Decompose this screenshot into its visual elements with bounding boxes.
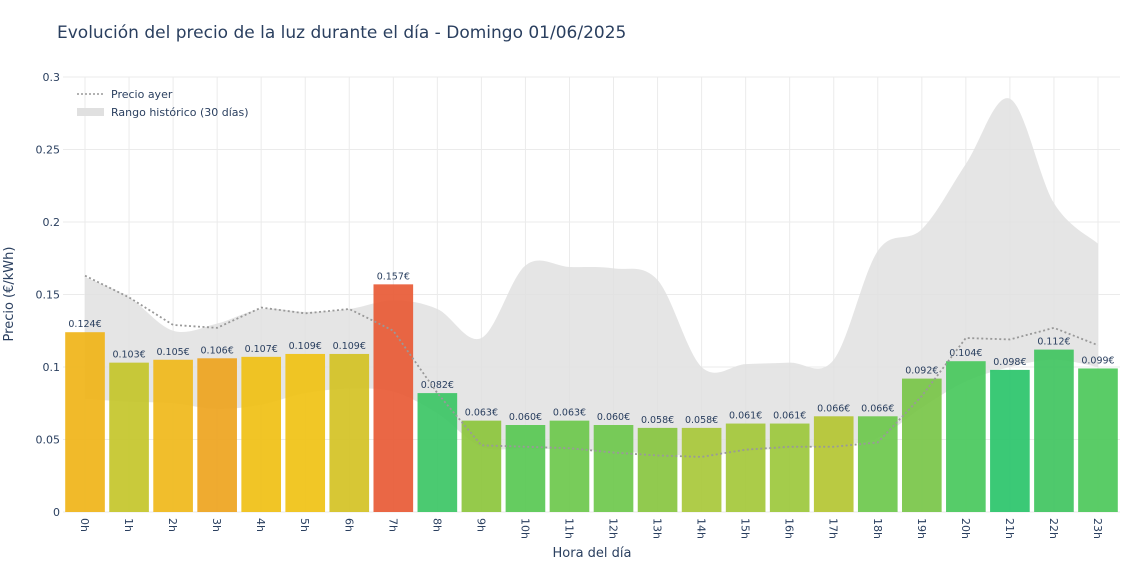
bar-23h	[1078, 368, 1118, 512]
y-axis-ticks: 0 0.05 0.1 0.15 0.2 0.25 0.3	[36, 71, 61, 519]
x-tick-17h: 17h	[827, 518, 840, 539]
bar-10h	[505, 425, 546, 512]
x-tick-22h: 22h	[1047, 518, 1060, 539]
x-axis-label: Hora del día	[553, 546, 632, 561]
y-tick-2: 0.1	[43, 361, 61, 374]
x-tick-10h: 10h	[518, 518, 531, 539]
bar-14h	[681, 427, 722, 512]
x-tick-19h: 19h	[915, 518, 928, 539]
data-label-9h: 0.063€	[465, 408, 498, 419]
x-tick-1h: 1h	[122, 518, 135, 532]
x-tick-16h: 16h	[783, 518, 796, 539]
x-tick-11h: 11h	[562, 518, 575, 539]
bar-15h	[725, 423, 766, 512]
y-tick-0: 0	[53, 506, 60, 519]
bar-5h	[285, 353, 326, 512]
data-label-23h: 0.099€	[1081, 355, 1114, 366]
x-tick-21h: 21h	[1003, 518, 1016, 539]
bars	[65, 284, 1118, 512]
data-label-21h: 0.098€	[993, 357, 1026, 368]
yesterday-price-line	[84, 274, 1099, 458]
data-label-1h: 0.103€	[112, 350, 145, 361]
x-tick-0h: 0h	[78, 518, 91, 532]
data-label-19h: 0.092€	[905, 366, 938, 377]
chart-title: Evolución del precio de la luz durante e…	[57, 23, 626, 43]
x-tick-13h: 13h	[651, 518, 664, 539]
x-tick-9h: 9h	[474, 518, 487, 532]
data-label-6h: 0.109€	[333, 341, 366, 352]
y-tick-4: 0.2	[43, 216, 61, 229]
data-label-0h: 0.124€	[68, 319, 101, 330]
legend-item-yesterday: Precio ayer	[111, 88, 173, 101]
bar-18h	[857, 416, 898, 512]
data-label-22h: 0.112€	[1037, 337, 1070, 348]
x-tick-12h: 12h	[607, 518, 620, 539]
x-tick-8h: 8h	[430, 518, 443, 532]
y-tick-1: 0.05	[36, 434, 61, 447]
data-label-20h: 0.104€	[949, 348, 982, 359]
bar-3h	[197, 358, 237, 512]
bar-4h	[241, 356, 282, 512]
legend: Precio ayer Rango histórico (30 días)	[77, 88, 249, 119]
bar-11h	[549, 420, 590, 512]
data-label-8h: 0.082€	[421, 380, 454, 391]
data-label-7h: 0.157€	[377, 271, 410, 282]
data-label-14h: 0.058€	[685, 415, 718, 426]
x-tick-18h: 18h	[871, 518, 884, 539]
bar-6h	[329, 353, 370, 512]
y-tick-6: 0.3	[43, 71, 61, 84]
bar-12h	[593, 425, 634, 512]
data-label-12h: 0.060€	[597, 412, 630, 423]
data-label-5h: 0.109€	[289, 341, 322, 352]
x-tick-3h: 3h	[210, 518, 223, 532]
x-tick-2h: 2h	[166, 518, 179, 532]
data-label-2h: 0.105€	[156, 347, 189, 358]
bar-16h	[769, 423, 810, 512]
data-labels: 0.124€ 0.103€ 0.105€ 0.106€ 0.107€ 0.109€ 0.10…	[68, 271, 1114, 426]
bar-9h	[461, 420, 502, 512]
bar-21h	[990, 369, 1030, 512]
bar-17h	[813, 416, 854, 512]
bar-2h	[153, 359, 193, 512]
bar-1h	[109, 362, 149, 512]
bar-22h	[1034, 349, 1074, 512]
data-label-10h: 0.060€	[509, 412, 542, 423]
data-label-13h: 0.058€	[641, 415, 674, 426]
data-label-4h: 0.107€	[245, 344, 278, 355]
x-tick-20h: 20h	[959, 518, 972, 539]
bar-8h	[417, 393, 458, 512]
x-tick-5h: 5h	[298, 518, 311, 532]
bar-13h	[637, 427, 678, 512]
y-tick-3: 0.15	[36, 289, 61, 302]
data-label-18h: 0.066€	[861, 403, 894, 414]
data-label-16h: 0.061€	[773, 411, 806, 422]
x-tick-15h: 15h	[739, 518, 752, 539]
bar-19h	[901, 378, 942, 512]
data-label-15h: 0.061€	[729, 411, 762, 422]
x-tick-6h: 6h	[342, 518, 355, 532]
yesterday-line-path	[84, 274, 1099, 458]
bar-0h	[65, 332, 105, 512]
x-axis-ticks: 0h 1h 2h 3h 4h 5h 6h 7h 8h 9h 10h 11h 12h 13h 14h 15h 16…	[78, 518, 1104, 539]
y-tick-5: 0.25	[36, 144, 61, 157]
x-tick-4h: 4h	[254, 518, 267, 532]
legend-band-swatch	[77, 108, 104, 116]
data-label-17h: 0.066€	[817, 403, 850, 414]
x-tick-14h: 14h	[695, 518, 708, 539]
data-label-3h: 0.106€	[201, 345, 234, 356]
y-axis-label: Precio (€/kWh)	[2, 247, 17, 342]
x-tick-7h: 7h	[386, 518, 399, 532]
x-tick-23h: 23h	[1091, 518, 1104, 539]
bar-7h	[373, 284, 414, 512]
bar-20h	[946, 361, 986, 512]
data-label-11h: 0.063€	[553, 408, 586, 419]
legend-item-range: Rango histórico (30 días)	[111, 106, 249, 119]
